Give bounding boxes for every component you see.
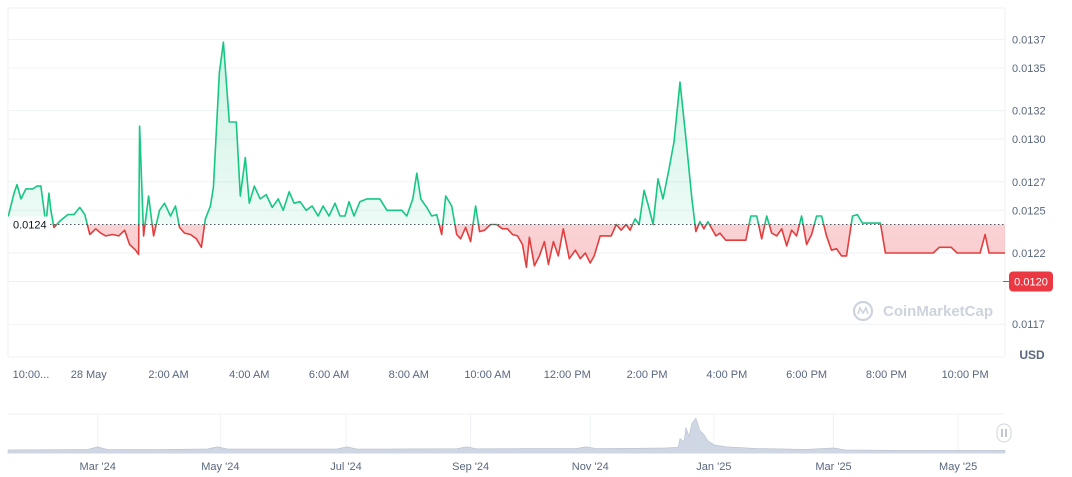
x-tick-label: 12:00 PM <box>544 369 591 381</box>
y-tick-label: 0.0117 <box>1012 319 1045 331</box>
x-tick-label: 8:00 PM <box>866 369 907 381</box>
navigator-date-label: May '24 <box>201 461 239 473</box>
navigator-date-label: Nov '24 <box>572 461 609 473</box>
navigator-date-label: Jul '24 <box>330 461 361 473</box>
watermark: CoinMarketCap <box>852 300 993 322</box>
x-tick-label: 10:00... <box>13 369 50 381</box>
current-price: 0.0120 <box>1003 271 1053 292</box>
current-price-label: 0.0120 <box>1014 277 1048 289</box>
current-price-badge <box>1009 271 1053 292</box>
grid-lines <box>7 7 1006 358</box>
range-navigator[interactable]: Mar '24 May '24 Jul '24 Sep '24 Nov '24 Jan '… <box>7 413 1012 473</box>
y-tick-label: 0.0135 <box>1012 63 1046 75</box>
y-tick-label: 0.0137 <box>1012 34 1046 46</box>
y-tick-label: 0.0122 <box>1012 248 1046 260</box>
x-tick-label: 4:00 AM <box>229 369 269 381</box>
navigator-grid <box>97 414 959 453</box>
baseline-label-bg <box>8 216 50 233</box>
area-below-baseline <box>53 224 1005 268</box>
area-above-baseline <box>8 42 1005 225</box>
baseline-label: 0.0124 <box>13 220 47 232</box>
y-tick-label: 0.0132 <box>1012 106 1046 118</box>
currency-label: USD <box>1019 348 1045 362</box>
navigator-date-label: Jan '25 <box>696 461 731 473</box>
y-tick-label: 0.0127 <box>1012 177 1046 189</box>
watermark-text: CoinMarketCap <box>883 303 993 320</box>
x-tick-label: 2:00 PM <box>627 369 668 381</box>
x-tick-label: 4:00 PM <box>706 369 747 381</box>
navigator-labels: Mar '24 May '24 Jul '24 Sep '24 Nov '24 Jan '… <box>80 461 978 473</box>
x-tick-label: 8:00 AM <box>389 369 429 381</box>
y-tick-label: 0.0125 <box>1012 205 1046 217</box>
navigator-volume-area <box>7 417 1006 454</box>
x-tick-label: 28 May <box>71 369 108 381</box>
price-line-up <box>8 41 882 225</box>
x-tick-label: 2:00 AM <box>148 369 188 381</box>
coinmarketcap-logo-icon <box>852 300 874 322</box>
coinmarketcap-logo-wave-icon <box>857 306 869 315</box>
navigator-handle-box[interactable] <box>996 423 1012 443</box>
x-tick-label: 6:00 AM <box>309 369 349 381</box>
navigator-date-label: Mar '25 <box>815 461 851 473</box>
x-tick-label: 10:00 PM <box>942 369 989 381</box>
baseline: 0.0124 <box>8 216 1005 233</box>
navigator-handle[interactable] <box>996 423 1012 443</box>
price-line-down <box>45 224 1005 269</box>
navigator-date-label: Mar '24 <box>80 461 116 473</box>
navigator-date-label: May '25 <box>939 461 977 473</box>
price-series <box>8 41 1005 269</box>
x-tick-label: 10:00 AM <box>464 369 510 381</box>
x-tick-label: 6:00 PM <box>786 369 827 381</box>
y-tick-label: 0.0130 <box>1012 134 1046 146</box>
navigator-date-label: Sep '24 <box>452 461 489 473</box>
x-axis: 10:00... 28 May 2:00 AM 4:00 AM 6:00 AM 8:00 … <box>13 369 989 381</box>
